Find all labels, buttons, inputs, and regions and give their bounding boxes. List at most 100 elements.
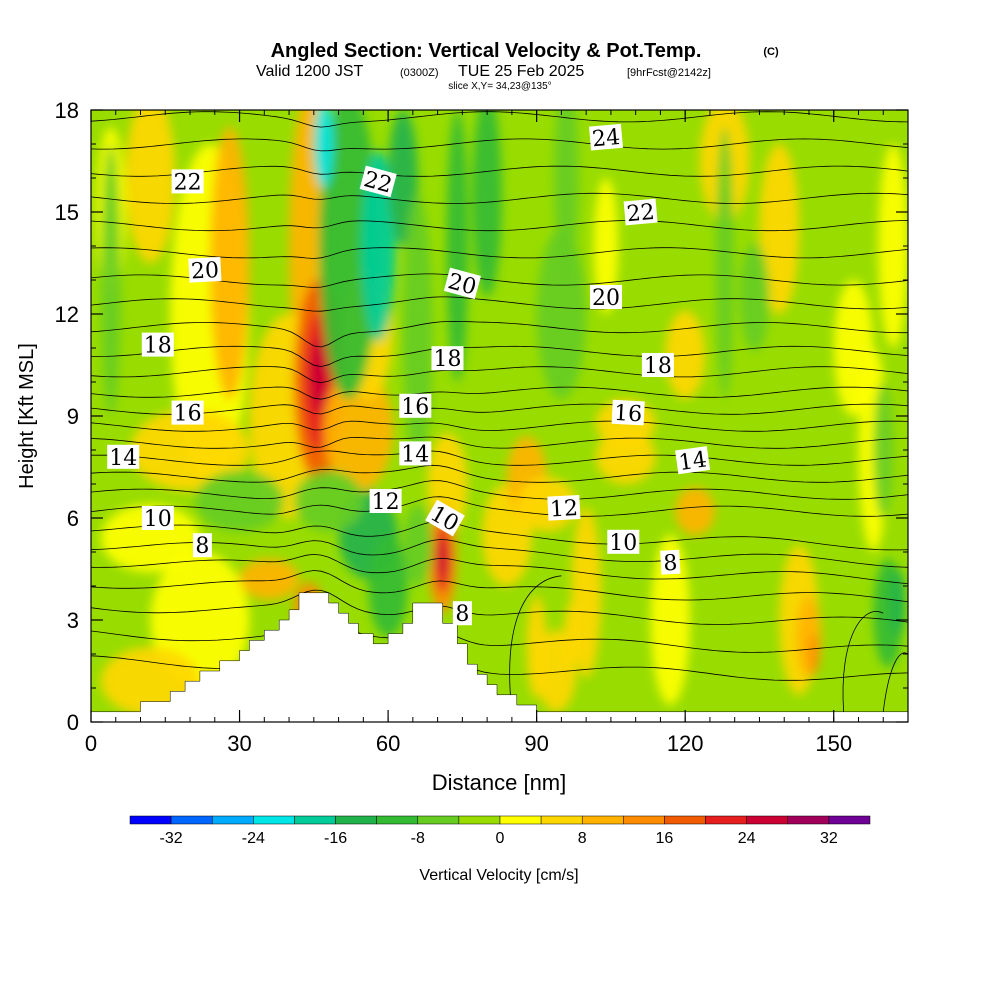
theta-label-box <box>660 549 681 575</box>
theta-label-text: 22 <box>626 200 656 227</box>
theta-label-box <box>675 446 711 475</box>
theta-label-text: 12 <box>372 490 400 515</box>
theta-label-box <box>590 285 622 309</box>
theta-label-box <box>452 601 472 626</box>
velocity-blob <box>890 569 906 637</box>
colorbar-swatch <box>623 815 665 825</box>
chart-title: Angled Section: Vertical Velocity & Pot.… <box>271 40 702 62</box>
isentrope-line <box>882 652 908 712</box>
isentrope-line <box>91 480 908 500</box>
colorbar-tick-label: -16 <box>324 830 347 847</box>
isentrope-line <box>91 366 908 384</box>
subtitle-fcst: [9hrFcst@2142z] <box>627 67 711 79</box>
isentrope-line <box>91 165 908 177</box>
theta-label-box <box>141 332 174 357</box>
x-tick-label: 30 <box>227 731 251 756</box>
theta-label-text: 14 <box>109 446 137 471</box>
potential-temperature-contours <box>91 111 908 712</box>
terrain-mask <box>91 592 908 722</box>
y-axis-label: Height [Kft MSL] <box>16 343 38 489</box>
x-axis-label: Distance [nm] <box>432 770 567 795</box>
theta-label: 18 <box>641 353 674 379</box>
colorbar-label: Vertical Velocity [cm/s] <box>419 867 578 884</box>
isentrope-line <box>509 575 562 712</box>
colorbar-tick-label: 0 <box>496 830 505 847</box>
theta-label-text: 14 <box>677 447 708 476</box>
velocity-blob <box>472 110 502 297</box>
theta-label: 16 <box>399 393 432 420</box>
colorbar-swatch <box>417 815 460 825</box>
colorbar-swatch <box>253 815 295 825</box>
velocity-blob <box>323 368 394 491</box>
colorbar-swatch <box>581 815 624 825</box>
theta-label-text: 14 <box>401 442 429 467</box>
theta-label-box <box>171 400 204 425</box>
theta-label: 10 <box>141 506 174 532</box>
theta-label-box <box>188 256 222 283</box>
theta-label-text: 18 <box>144 334 172 359</box>
theta-label: 22 <box>171 169 204 195</box>
x-tick-label: 60 <box>376 731 400 756</box>
isentrope-line <box>91 450 908 466</box>
y-tick-label: 18 <box>55 98 79 123</box>
theta-label: 8 <box>192 533 212 559</box>
velocity-blob <box>239 558 299 600</box>
theta-label-box <box>399 441 432 466</box>
colorbar-tick-label: 24 <box>738 830 756 847</box>
isentrope-line <box>91 553 908 584</box>
colorbar-swatch <box>828 815 871 825</box>
velocity-blob <box>446 110 469 382</box>
theta-label: 18 <box>141 332 174 359</box>
theta-label-box <box>547 494 581 521</box>
isentrope-line <box>91 138 908 152</box>
theta-label: 22 <box>359 165 397 199</box>
colorbar-tick-label: 32 <box>820 830 838 847</box>
theta-label-text: 24 <box>591 125 621 152</box>
isentrope-line <box>842 611 884 712</box>
y-tick-label: 0 <box>67 710 79 735</box>
colorbar-tick-label: -32 <box>160 830 183 847</box>
velocity-blob <box>739 242 770 352</box>
velocity-blob <box>715 127 734 399</box>
isentrope-line <box>91 464 908 483</box>
theta-label: 20 <box>188 256 222 285</box>
theta-label-box <box>425 499 465 537</box>
isentrope-line <box>91 320 908 348</box>
theta-label: 18 <box>431 346 464 372</box>
isentrope-line <box>91 589 908 625</box>
colorbar-swatch <box>746 815 789 825</box>
theta-label: 16 <box>171 400 204 427</box>
axes: 0 30 60 90 120 150 0 3 6 9 12 15 18 <box>55 98 909 756</box>
colorbar-swatch <box>335 815 377 825</box>
colorbar-swatch <box>705 815 747 825</box>
velocity-blob <box>194 470 285 532</box>
velocity-blob <box>878 144 908 348</box>
subtitle-valid: Valid 1200 JST <box>256 63 364 80</box>
theta-label-box <box>623 198 658 226</box>
isentrope-line <box>91 436 908 449</box>
isentrope-line <box>91 296 908 312</box>
velocity-blob <box>571 507 602 678</box>
velocity-blob <box>873 382 894 518</box>
isentrope-line <box>91 420 908 432</box>
velocity-blob <box>294 470 364 532</box>
slice-label: slice X,Y= 34,23@135° <box>448 81 551 92</box>
colorbar-swatch <box>129 815 172 825</box>
colorbar-swatch <box>211 815 254 825</box>
theta-label-box <box>641 353 674 377</box>
isentrope-line <box>91 345 908 368</box>
velocity-blob <box>808 633 819 675</box>
theta-label-text: 10 <box>609 531 637 556</box>
theta-label-text: 8 <box>455 602 469 627</box>
theta-label: 14 <box>399 441 432 467</box>
theta-label: 8 <box>660 549 681 577</box>
isentrope-line <box>91 247 908 259</box>
theta-label-box <box>369 489 402 513</box>
velocity-blob <box>553 110 579 280</box>
theta-label-text: 8 <box>663 551 678 577</box>
velocity-blob <box>309 337 328 413</box>
colorbar-swatch <box>664 815 706 825</box>
theta-label: 12 <box>547 494 581 523</box>
theta-label: 12 <box>369 489 402 515</box>
